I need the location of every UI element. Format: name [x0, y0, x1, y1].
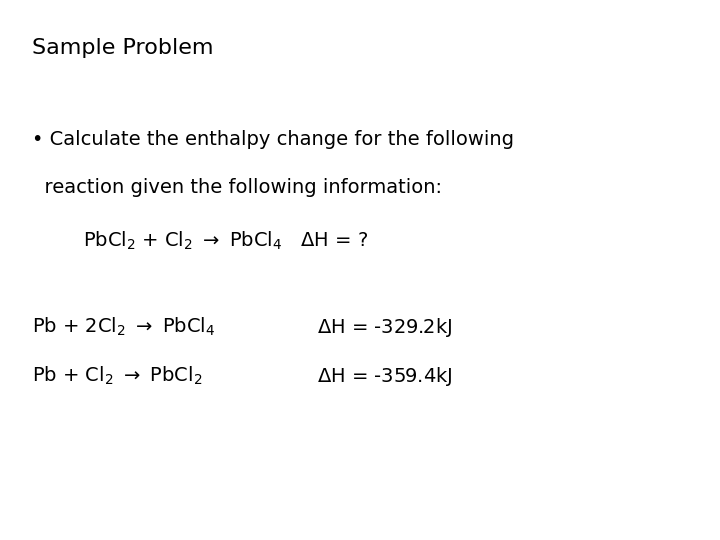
Text: reaction given the following information:: reaction given the following information… — [32, 178, 442, 197]
Text: $\Delta$H = -329.2kJ: $\Delta$H = -329.2kJ — [317, 316, 452, 339]
Text: PbCl$_2$ + Cl$_2$ $\rightarrow$ PbCl$_4$   $\Delta$H = ?: PbCl$_2$ + Cl$_2$ $\rightarrow$ PbCl$_4$… — [83, 230, 368, 252]
Text: $\Delta$H = -359.4kJ: $\Delta$H = -359.4kJ — [317, 364, 452, 388]
Text: Pb + 2Cl$_2$ $\rightarrow$ PbCl$_4$: Pb + 2Cl$_2$ $\rightarrow$ PbCl$_4$ — [32, 316, 216, 338]
Text: Pb + Cl$_2$ $\rightarrow$ PbCl$_2$: Pb + Cl$_2$ $\rightarrow$ PbCl$_2$ — [32, 364, 203, 387]
Text: Sample Problem: Sample Problem — [32, 38, 214, 58]
Text: • Calculate the enthalpy change for the following: • Calculate the enthalpy change for the … — [32, 130, 514, 148]
